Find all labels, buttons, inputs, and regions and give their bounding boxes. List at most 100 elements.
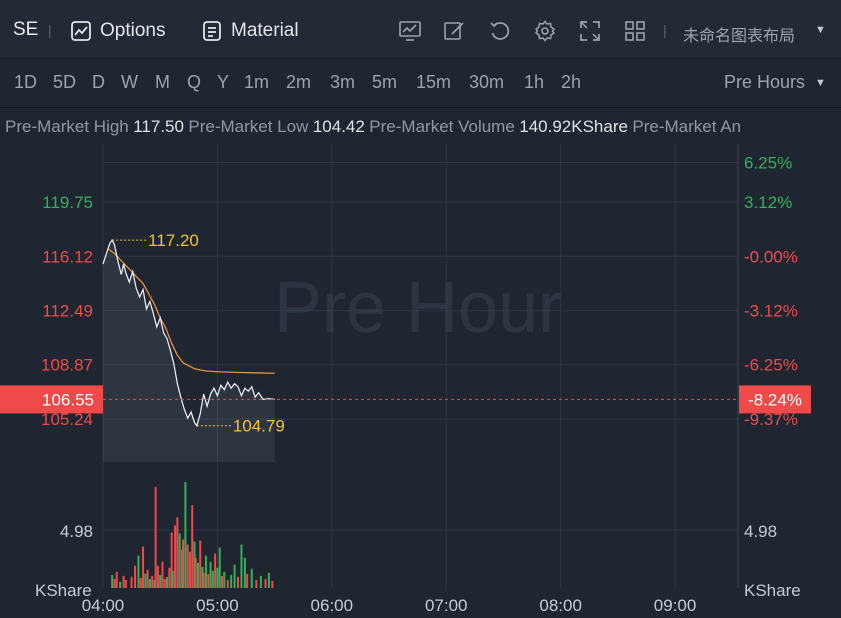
volume-bar (193, 541, 196, 588)
chart-grid (102, 144, 739, 588)
material-label: Material (231, 20, 299, 41)
volume-bar (237, 576, 240, 588)
volume-value: 140.92KShare (519, 117, 628, 136)
left-price-axis: 119.75 116.12 112.49 108.87 105.24 (41, 193, 93, 429)
period-bar: 1D 5D D W M Q Y 1m 2m 3m 5m 15m 30m 1h 2… (0, 59, 841, 108)
right-percent-axis: 6.25% 3.12% -0.00% -3.12% -6.25% -9.37% (744, 154, 798, 429)
period-5m[interactable]: 5m (372, 72, 398, 92)
volume-unit-left: KShare (35, 581, 92, 600)
volume-bar (184, 482, 187, 588)
volume-bar (180, 549, 183, 588)
percent-tick-label: -9.37% (744, 410, 798, 429)
volume-bar (201, 566, 204, 588)
volume-bar (264, 578, 267, 588)
period-15m[interactable]: 15m (416, 72, 452, 92)
volume-bar (204, 555, 207, 588)
layout-caret-icon[interactable]: ▼ (815, 24, 826, 36)
volume-bar (156, 565, 159, 588)
percent-tick-label: -6.25% (744, 356, 798, 375)
volume-bar (142, 546, 145, 588)
volume-bar (115, 571, 118, 588)
current-change-tag (739, 385, 811, 414)
current-price-tag (0, 385, 103, 414)
price-tick-label: 119.75 (42, 193, 93, 212)
volume-bar (176, 517, 179, 588)
current-price-value: 106.55 (42, 390, 94, 409)
volume-tick-right: 4.98 (744, 522, 777, 541)
volume-bar (178, 533, 181, 588)
volume-bar (122, 575, 125, 588)
high-label: Pre-Market High (5, 117, 129, 136)
period-1m[interactable]: 1m (244, 72, 270, 92)
time-tick-label: 05:00 (196, 596, 239, 615)
volume-bar (267, 572, 270, 588)
volume-bar (182, 539, 185, 588)
price-chart[interactable]: Pre Hour 117.20 104.79 119.75 116.12 112.4… (0, 144, 841, 618)
volume-bar (223, 571, 226, 588)
price-tick-label: 108.87 (41, 356, 93, 375)
period-1h[interactable]: 1h (524, 72, 545, 92)
volume-bar (259, 575, 262, 588)
volume-bars (111, 482, 274, 588)
volume-bar (130, 576, 133, 588)
options-chart-icon (71, 21, 91, 41)
material-button[interactable]: Material (201, 18, 299, 44)
time-tick-label: 08:00 (539, 596, 582, 615)
draw-icon[interactable] (441, 18, 467, 44)
period-3m[interactable]: 3m (330, 72, 356, 92)
volume-bar (207, 573, 210, 588)
period-5D[interactable]: 5D (53, 72, 77, 92)
session-caret-icon[interactable]: ▼ (815, 77, 826, 89)
volume-bar (154, 487, 157, 588)
min-price-label: 104.79 (233, 417, 285, 436)
period-D[interactable]: D (92, 72, 105, 92)
period-W[interactable]: W (121, 72, 138, 92)
amount-label: Pre-Market An (632, 117, 742, 136)
percent-tick-label: -0.00% (744, 247, 798, 266)
volume-bar (191, 505, 194, 588)
symbol-label[interactable]: SE (13, 19, 39, 40)
toolbar-divider: | (48, 22, 52, 38)
volume-bar (124, 579, 127, 588)
high-value: 117.50 (133, 117, 184, 136)
volume-bar (233, 564, 236, 588)
price-area (103, 240, 275, 462)
time-axis: 04:00 05:00 06:00 07:00 08:00 09:00 (82, 596, 697, 615)
volume-bar (148, 578, 151, 588)
period-Y[interactable]: Y (217, 72, 230, 92)
volume-bar (202, 572, 205, 588)
volume-bar (146, 569, 149, 588)
grid-layout-icon[interactable] (622, 18, 648, 44)
volume-bar (211, 570, 214, 588)
volume-bar (188, 551, 191, 588)
volume-bar (271, 580, 274, 588)
period-Q[interactable]: Q (187, 72, 202, 92)
time-tick-label: 04:00 (82, 596, 125, 615)
volume-bar (243, 557, 246, 588)
options-button[interactable]: Options (70, 18, 165, 44)
fullscreen-icon[interactable] (577, 18, 603, 44)
volume-bar (159, 574, 162, 588)
volume-bar (139, 577, 142, 588)
refresh-icon[interactable] (487, 18, 513, 44)
volume-bar (137, 555, 140, 588)
volume-bar (111, 574, 114, 588)
settings-icon[interactable] (532, 18, 558, 44)
period-2h[interactable]: 2h (561, 72, 582, 92)
chart-indicator-icon[interactable] (397, 18, 423, 44)
max-price-label: 117.20 (148, 231, 199, 250)
volume-bar (144, 573, 147, 588)
volume-bar (170, 532, 173, 588)
period-1D[interactable]: 1D (14, 72, 38, 92)
volume-bar (119, 581, 122, 588)
period-30m[interactable]: 30m (469, 72, 505, 92)
toolbar-divider: | (663, 22, 667, 38)
low-label: Pre-Market Low (188, 117, 309, 136)
period-M[interactable]: M (155, 72, 170, 92)
layout-name-dropdown[interactable]: 未命名图表布局 (683, 28, 796, 45)
period-2m[interactable]: 2m (286, 72, 312, 92)
session-dropdown[interactable]: Pre Hours (724, 72, 806, 92)
percent-tick-label: 6.25% (744, 154, 792, 173)
options-label: Options (100, 20, 166, 41)
volume-bar (186, 544, 189, 588)
